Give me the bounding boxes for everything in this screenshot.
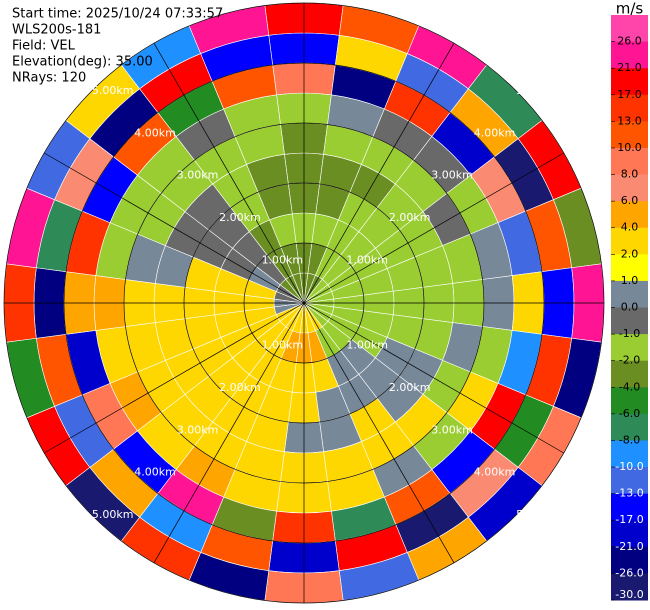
colorbar-band [611,121,648,149]
colorbar-band [611,41,648,69]
colorbar-tick-label: -1.0 [619,327,640,340]
range-ring-label: 5.00km [92,84,134,97]
colorbar-band [611,15,648,43]
colorbar-band [611,254,648,282]
colorbar-band [611,147,648,176]
colorbar-band [611,174,648,202]
colorbar-tick-label: -26.0 [615,566,643,579]
colorbar-tick-label: 1.0 [621,274,639,287]
colorbar-band [611,334,648,362]
colorbar-band [611,201,648,229]
header: Start time: 2025/10/24 07:33:57WLS200s-1… [12,7,223,86]
colorbar-band [611,440,648,468]
range-ring-label: 1.00km [346,254,388,267]
colorbar-band [611,94,648,122]
colorbar-band [611,413,648,441]
range-ring-label: 5.00km [92,508,134,521]
colorbar-band [611,280,648,308]
range-ring [243,242,365,364]
range-ring-label: 3.00km [431,169,473,182]
colorbar-band [611,68,648,96]
colorbar-tick-label: -21.0 [615,540,643,553]
colorbar-band [611,307,648,335]
colorbar-tick-label: -17.0 [615,513,643,526]
colorbar-tick-label: 17.0 [617,88,642,101]
colorbar-tick-label: 4.0 [621,221,639,234]
colorbar-tick-label: 8.0 [621,168,639,181]
overlay: 1.00km 1.00km 1.00km 1.00km 2.00km 2.00km 2.00… [3,2,605,604]
radial-line [303,302,455,563]
radial-line [153,43,305,304]
colorbar-tick-label: 6.0 [621,194,639,207]
colorbar-band [611,520,648,548]
range-ring [123,122,485,484]
range-ring-label: 2.00km [219,211,261,224]
range-ring [3,2,605,604]
range-ring [63,62,545,544]
radial-line [44,152,305,304]
range-ring-label: 5.00km [516,508,558,521]
colorbar-tick-label: -6.0 [619,407,640,420]
range-ring-label: 5.00km [516,84,558,97]
colorbar-band [611,387,648,415]
range-ring-label: 3.00km [177,169,219,182]
colorbar-tick-label: 21.0 [617,61,642,74]
colorbar-tick-label: 10.0 [617,141,642,154]
colorbar-tick-label: -8.0 [619,433,640,446]
colorbar-band [611,546,648,574]
radial-line [303,43,455,304]
range-ring-label: 4.00km [134,466,176,479]
header-line: Field: VEL [12,39,76,54]
range-ring [183,182,425,424]
colorbar-tick-label: -4.0 [619,380,640,393]
colorbar-tick-label: 0.0 [621,301,639,314]
colorbar: m/s 26.0 21.0 17.0 13.0 10.0 8.0 6.0 4.0 2.0 1.0 0.… [611,0,648,601]
colorbar-tick-label: 2.0 [621,247,639,260]
colorbar-tick-label: -2.0 [619,354,640,367]
header-line: NRays: 120 [12,71,86,86]
colorbar-tick-label: -13.0 [615,487,643,500]
field [3,2,605,604]
colorbar-band [611,227,648,255]
colorbar-tick-label: 13.0 [617,114,642,127]
header-line: Start time: 2025/10/24 07:33:57 [12,7,223,22]
range-ring-label: 3.00km [431,423,473,436]
colorbar-title: m/s [616,0,644,18]
range-ring-label: 2.00km [389,211,431,224]
range-ring-label: 4.00km [474,126,516,139]
colorbar-tick-label: -10.0 [615,460,643,473]
colorbar-band [611,467,648,495]
range-ring-label: 2.00km [389,381,431,394]
colorbar-tick-label: -30.0 [615,588,643,601]
colorbar-band [611,360,648,388]
range-ring-label: 4.00km [134,126,176,139]
colorbar-band [611,573,648,601]
range-ring-label: 1.00km [262,338,304,351]
range-ring-label: 1.00km [346,338,388,351]
radial-line [303,152,564,304]
header-line: Elevation(deg): 35.00 [12,55,153,70]
range-ring-label: 1.00km [262,254,304,267]
range-ring-label: 2.00km [219,381,261,394]
radial-line [153,302,305,563]
colorbar-band [611,493,648,521]
radial-line [303,302,564,454]
radial-line [44,302,305,454]
colorbar-tick-label: 26.0 [617,35,642,48]
range-ring-label: 3.00km [177,423,219,436]
range-ring-label: 4.00km [474,466,516,479]
header-line: WLS200s-181 [12,23,101,38]
